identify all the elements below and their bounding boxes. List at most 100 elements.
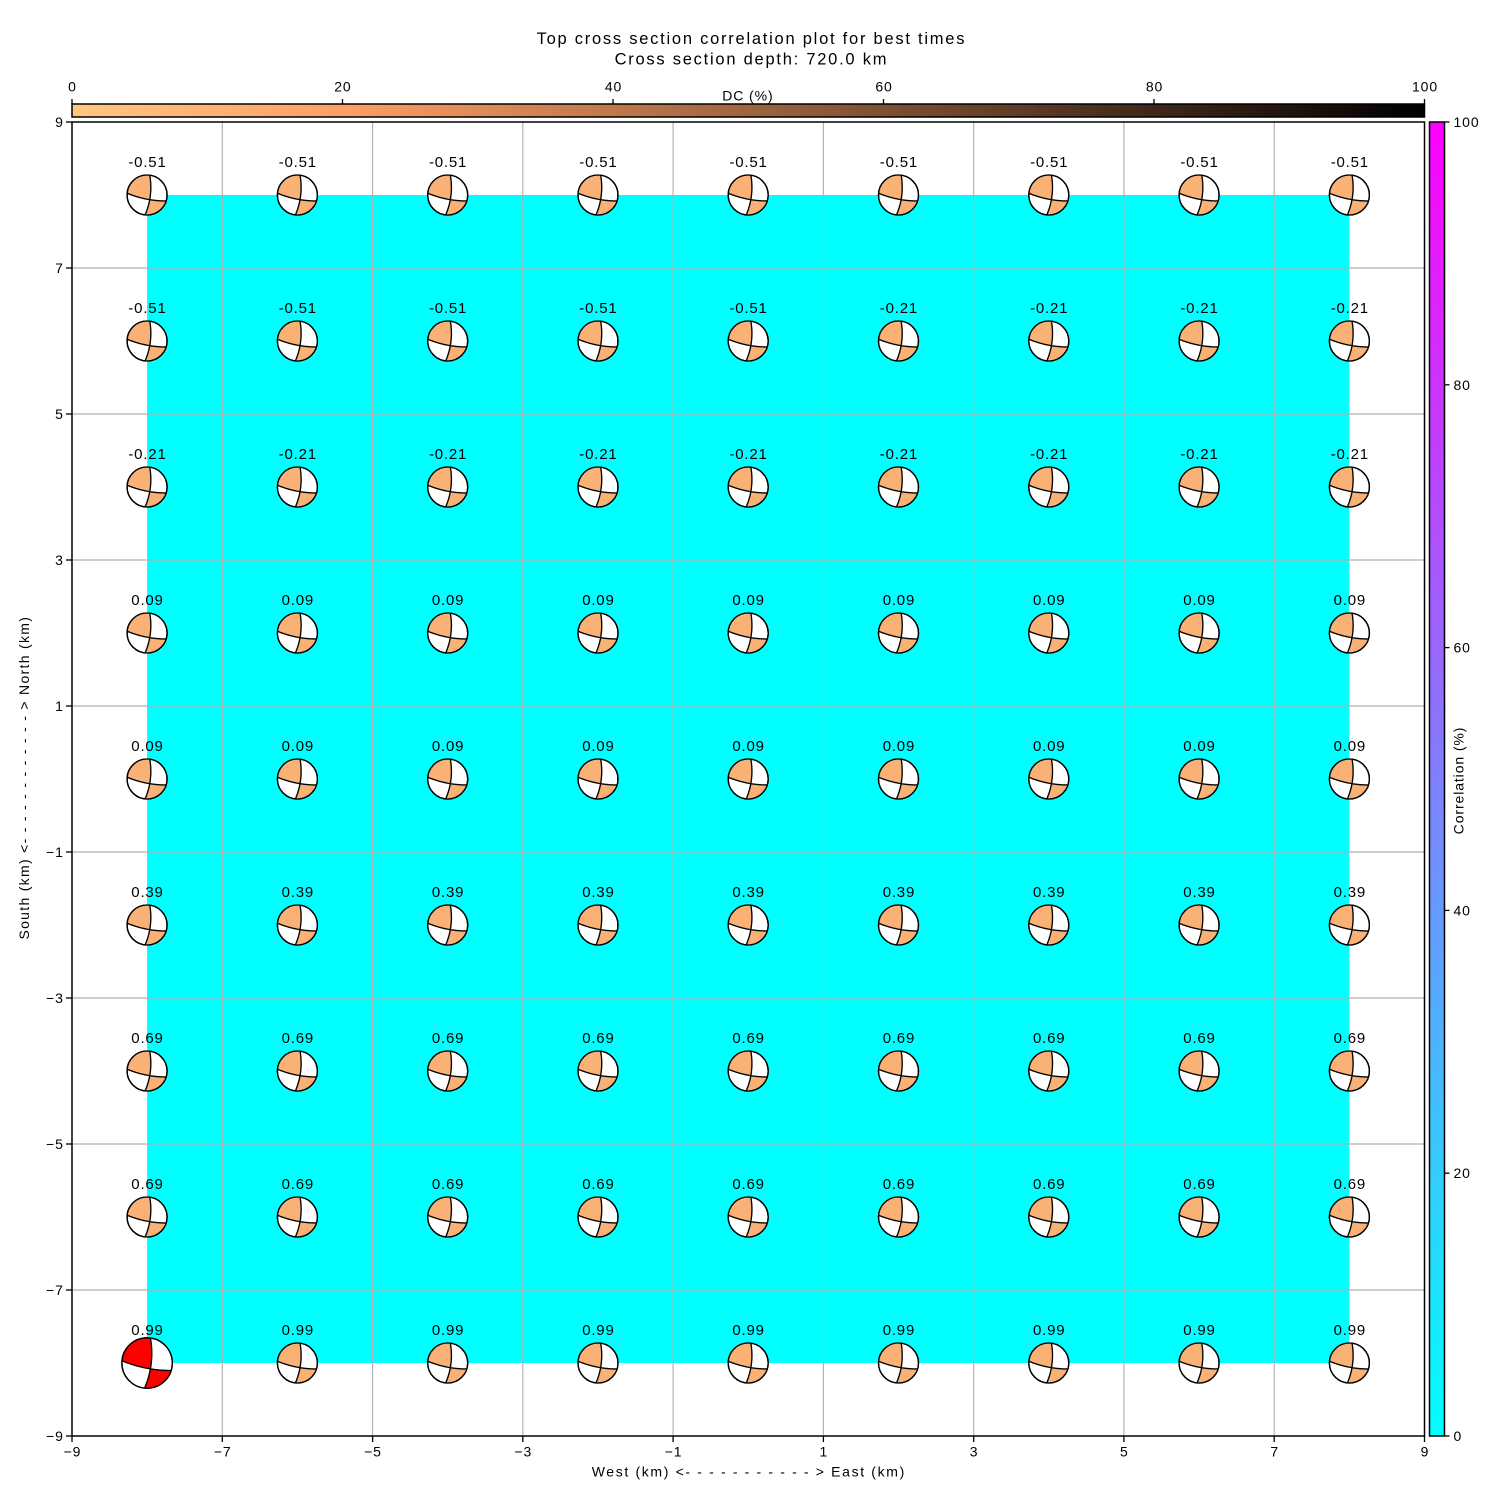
svg-text:-0.51: -0.51 — [1180, 154, 1218, 171]
svg-text:0.09: 0.09 — [131, 738, 163, 755]
svg-text:−7: −7 — [46, 1282, 64, 1298]
svg-text:0.69: 0.69 — [1183, 1030, 1215, 1047]
svg-text:1: 1 — [55, 698, 64, 714]
svg-text:5: 5 — [1120, 1444, 1129, 1460]
svg-text:−9: −9 — [46, 1428, 64, 1444]
svg-text:0.69: 0.69 — [883, 1030, 915, 1047]
svg-text:-0.51: -0.51 — [429, 154, 467, 171]
svg-text:60: 60 — [1454, 640, 1471, 656]
svg-text:-0.21: -0.21 — [279, 446, 317, 463]
svg-text:−1: −1 — [46, 844, 64, 860]
svg-text:0.99: 0.99 — [1033, 1322, 1065, 1339]
svg-text:0.69: 0.69 — [1033, 1030, 1065, 1047]
svg-text:0.99: 0.99 — [582, 1322, 614, 1339]
svg-text:0.69: 0.69 — [582, 1030, 614, 1047]
svg-text:-0.51: -0.51 — [729, 300, 767, 317]
svg-text:0.39: 0.39 — [1334, 884, 1366, 901]
svg-text:0.69: 0.69 — [732, 1176, 764, 1193]
svg-text:0.09: 0.09 — [1183, 738, 1215, 755]
svg-text:0.69: 0.69 — [131, 1176, 163, 1193]
svg-text:0.09: 0.09 — [582, 738, 614, 755]
svg-text:0.69: 0.69 — [1334, 1030, 1366, 1047]
svg-text:-0.21: -0.21 — [1331, 300, 1369, 317]
svg-text:0.39: 0.39 — [582, 884, 614, 901]
svg-text:-0.51: -0.51 — [279, 300, 317, 317]
svg-text:0.99: 0.99 — [1183, 1322, 1215, 1339]
svg-text:3: 3 — [55, 552, 64, 568]
svg-text:Cross section depth: 720.0 km: Cross section depth: 720.0 km — [615, 51, 889, 69]
svg-text:80: 80 — [1454, 377, 1471, 393]
svg-text:0.09: 0.09 — [131, 592, 163, 609]
svg-text:0.39: 0.39 — [732, 884, 764, 901]
svg-text:-0.21: -0.21 — [880, 446, 918, 463]
svg-text:-0.21: -0.21 — [128, 446, 166, 463]
svg-text:0.39: 0.39 — [1033, 884, 1065, 901]
svg-text:100: 100 — [1454, 114, 1480, 130]
svg-text:-0.51: -0.51 — [579, 154, 617, 171]
svg-text:-0.21: -0.21 — [1030, 446, 1068, 463]
svg-text:0.99: 0.99 — [732, 1322, 764, 1339]
svg-text:9: 9 — [55, 114, 64, 130]
svg-text:0.69: 0.69 — [282, 1030, 314, 1047]
svg-text:0.09: 0.09 — [582, 592, 614, 609]
svg-text:0.09: 0.09 — [732, 592, 764, 609]
svg-text:−9: −9 — [64, 1444, 82, 1460]
svg-text:0.69: 0.69 — [432, 1030, 464, 1047]
svg-text:0.99: 0.99 — [282, 1322, 314, 1339]
svg-text:0: 0 — [68, 79, 77, 95]
svg-text:0.69: 0.69 — [1334, 1176, 1366, 1193]
svg-text:−1: −1 — [665, 1444, 683, 1460]
svg-text:South (km) <- - - - - - - - -: South (km) <- - - - - - - - - - - - > No… — [16, 616, 32, 940]
svg-text:40: 40 — [605, 79, 622, 95]
svg-text:40: 40 — [1454, 902, 1471, 918]
svg-text:-0.51: -0.51 — [128, 300, 166, 317]
svg-text:0.09: 0.09 — [1183, 592, 1215, 609]
svg-text:Top cross section correlation: Top cross section correlation plot for b… — [537, 30, 967, 48]
svg-text:-0.21: -0.21 — [880, 300, 918, 317]
svg-text:0.69: 0.69 — [432, 1176, 464, 1193]
svg-text:0.09: 0.09 — [1033, 592, 1065, 609]
svg-text:0.09: 0.09 — [883, 592, 915, 609]
svg-text:20: 20 — [334, 79, 351, 95]
svg-text:-0.21: -0.21 — [1180, 446, 1218, 463]
svg-text:-0.21: -0.21 — [1180, 300, 1218, 317]
svg-text:0.39: 0.39 — [883, 884, 915, 901]
svg-text:-0.51: -0.51 — [1331, 154, 1369, 171]
svg-text:0.39: 0.39 — [1183, 884, 1215, 901]
svg-text:0.69: 0.69 — [1033, 1176, 1065, 1193]
svg-text:-0.51: -0.51 — [128, 154, 166, 171]
svg-text:0.09: 0.09 — [282, 738, 314, 755]
svg-text:DC (%): DC (%) — [722, 88, 773, 104]
svg-text:−3: −3 — [46, 990, 64, 1006]
svg-text:0.99: 0.99 — [1334, 1322, 1366, 1339]
svg-text:−7: −7 — [214, 1444, 232, 1460]
svg-text:0.09: 0.09 — [1033, 738, 1065, 755]
svg-text:5: 5 — [55, 406, 64, 422]
svg-text:9: 9 — [1421, 1444, 1430, 1460]
svg-text:20: 20 — [1454, 1165, 1471, 1181]
svg-text:-0.51: -0.51 — [279, 154, 317, 171]
svg-text:-0.21: -0.21 — [429, 446, 467, 463]
svg-text:0.09: 0.09 — [732, 738, 764, 755]
svg-text:-0.21: -0.21 — [729, 446, 767, 463]
svg-text:0.09: 0.09 — [282, 592, 314, 609]
svg-text:0.99: 0.99 — [432, 1322, 464, 1339]
svg-text:-0.51: -0.51 — [729, 154, 767, 171]
svg-text:0.09: 0.09 — [1334, 738, 1366, 755]
svg-text:0.09: 0.09 — [1334, 592, 1366, 609]
svg-text:0.69: 0.69 — [732, 1030, 764, 1047]
svg-text:0.69: 0.69 — [282, 1176, 314, 1193]
svg-text:-0.51: -0.51 — [429, 300, 467, 317]
svg-text:−3: −3 — [514, 1444, 532, 1460]
svg-text:-0.51: -0.51 — [579, 300, 617, 317]
svg-text:0.69: 0.69 — [131, 1030, 163, 1047]
svg-text:3: 3 — [970, 1444, 979, 1460]
svg-text:0.99: 0.99 — [131, 1322, 163, 1339]
svg-text:Correlation (%): Correlation (%) — [1451, 727, 1467, 835]
svg-text:60: 60 — [875, 79, 892, 95]
svg-text:7: 7 — [1270, 1444, 1279, 1460]
svg-text:80: 80 — [1146, 79, 1163, 95]
svg-text:100: 100 — [1412, 79, 1438, 95]
svg-text:1: 1 — [819, 1444, 828, 1460]
svg-text:0.99: 0.99 — [883, 1322, 915, 1339]
